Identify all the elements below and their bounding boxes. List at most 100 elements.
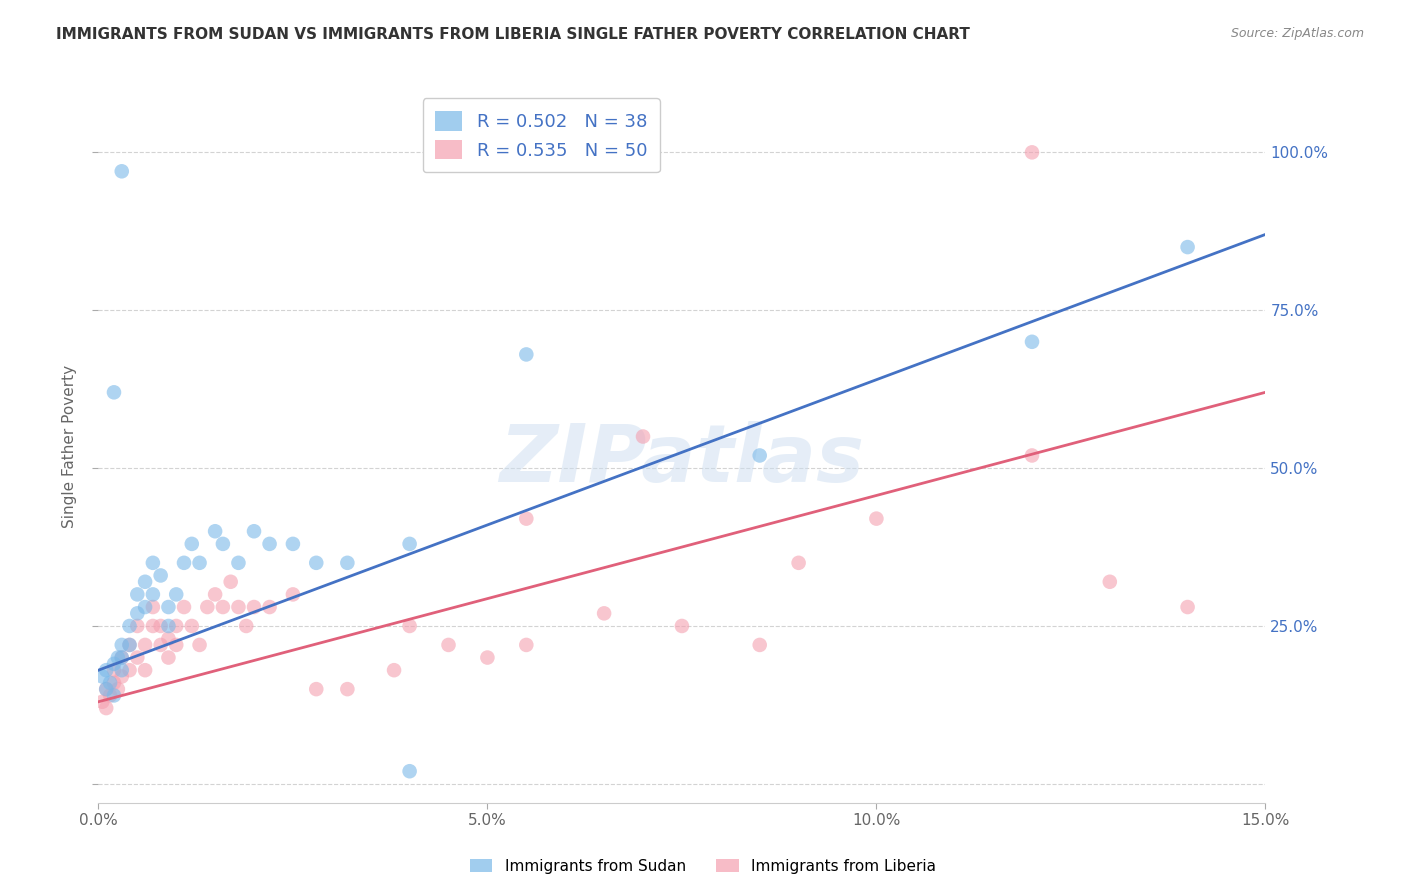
Point xyxy=(142,587,165,601)
Point xyxy=(98,675,121,690)
Point xyxy=(149,619,172,633)
Point xyxy=(118,619,141,633)
Point xyxy=(212,537,235,551)
Point xyxy=(96,682,118,697)
Point xyxy=(134,638,156,652)
Point xyxy=(398,619,420,633)
Point xyxy=(157,619,180,633)
Point xyxy=(180,619,202,633)
Point xyxy=(336,556,359,570)
Point xyxy=(111,669,134,683)
Point xyxy=(515,638,537,652)
Point xyxy=(103,689,125,703)
Point xyxy=(398,764,420,779)
Point xyxy=(204,587,226,601)
Point xyxy=(134,574,156,589)
Legend: R = 0.502   N = 38, R = 0.535   N = 50: R = 0.502 N = 38, R = 0.535 N = 50 xyxy=(423,98,659,172)
Point xyxy=(212,600,235,615)
Point xyxy=(748,638,770,652)
Point xyxy=(305,682,328,697)
Point xyxy=(111,650,134,665)
Point xyxy=(787,556,810,570)
Point xyxy=(111,663,134,677)
Point xyxy=(515,511,537,525)
Point xyxy=(165,587,187,601)
Point xyxy=(111,638,134,652)
Point xyxy=(281,537,304,551)
Point xyxy=(671,619,693,633)
Point xyxy=(515,347,537,361)
Point xyxy=(103,657,125,671)
Point xyxy=(157,650,180,665)
Point xyxy=(91,669,114,683)
Point xyxy=(1177,600,1199,615)
Point xyxy=(398,537,420,551)
Point xyxy=(219,574,242,589)
Point xyxy=(1098,574,1121,589)
Point xyxy=(118,663,141,677)
Point xyxy=(111,650,134,665)
Point xyxy=(134,663,156,677)
Text: Source: ZipAtlas.com: Source: ZipAtlas.com xyxy=(1230,27,1364,40)
Point xyxy=(437,638,460,652)
Point xyxy=(243,600,266,615)
Point xyxy=(173,600,195,615)
Point xyxy=(157,632,180,646)
Point xyxy=(593,607,616,621)
Point xyxy=(157,600,180,615)
Point xyxy=(103,675,125,690)
Point xyxy=(1021,334,1043,349)
Point xyxy=(96,663,118,677)
Point xyxy=(188,556,211,570)
Point xyxy=(127,587,149,601)
Point xyxy=(1021,145,1043,160)
Point xyxy=(281,587,304,601)
Point xyxy=(149,638,172,652)
Point xyxy=(134,600,156,615)
Point xyxy=(259,600,281,615)
Point xyxy=(107,650,129,665)
Point xyxy=(204,524,226,539)
Point xyxy=(477,650,499,665)
Point xyxy=(96,682,118,697)
Point xyxy=(173,556,195,570)
Point xyxy=(865,511,887,525)
Point xyxy=(107,682,129,697)
Point xyxy=(259,537,281,551)
Point xyxy=(142,556,165,570)
Point xyxy=(98,689,121,703)
Point xyxy=(127,619,149,633)
Point xyxy=(165,638,187,652)
Point xyxy=(631,429,654,443)
Point xyxy=(142,619,165,633)
Point xyxy=(96,701,118,715)
Point xyxy=(195,600,218,615)
Y-axis label: Single Father Poverty: Single Father Poverty xyxy=(62,365,77,527)
Point xyxy=(228,600,250,615)
Point xyxy=(188,638,211,652)
Point xyxy=(91,695,114,709)
Point xyxy=(127,650,149,665)
Point xyxy=(142,600,165,615)
Point xyxy=(118,638,141,652)
Text: ZIPatlas: ZIPatlas xyxy=(499,421,865,500)
Point xyxy=(748,449,770,463)
Point xyxy=(243,524,266,539)
Point xyxy=(1021,449,1043,463)
Point xyxy=(235,619,257,633)
Point xyxy=(180,537,202,551)
Point xyxy=(118,638,141,652)
Point xyxy=(103,385,125,400)
Point xyxy=(165,619,187,633)
Point xyxy=(149,568,172,582)
Point xyxy=(382,663,405,677)
Point xyxy=(336,682,359,697)
Point xyxy=(127,607,149,621)
Point xyxy=(103,663,125,677)
Point xyxy=(228,556,250,570)
Legend: Immigrants from Sudan, Immigrants from Liberia: Immigrants from Sudan, Immigrants from L… xyxy=(464,853,942,880)
Text: IMMIGRANTS FROM SUDAN VS IMMIGRANTS FROM LIBERIA SINGLE FATHER POVERTY CORRELATI: IMMIGRANTS FROM SUDAN VS IMMIGRANTS FROM… xyxy=(56,27,970,42)
Point xyxy=(305,556,328,570)
Point xyxy=(111,164,134,178)
Point xyxy=(1177,240,1199,254)
